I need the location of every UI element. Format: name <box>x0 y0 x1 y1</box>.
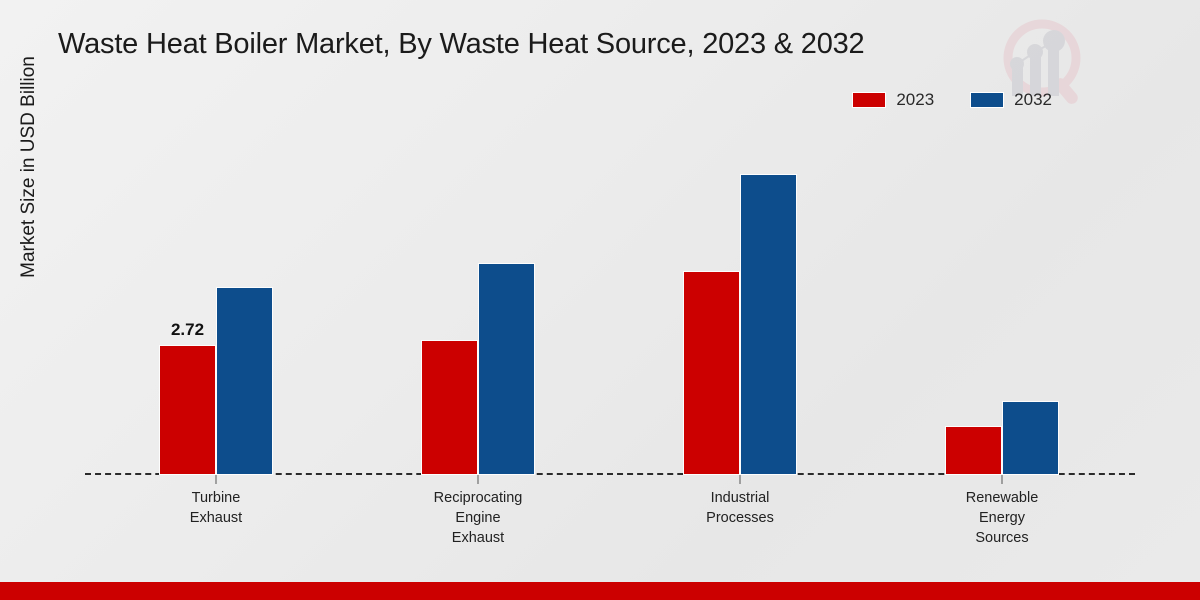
bar-2023-3[interactable] <box>945 426 1002 475</box>
bar-2032-0[interactable] <box>216 286 273 475</box>
bar-2032-3[interactable] <box>1002 401 1059 475</box>
chart-legend: 2023 2032 <box>852 90 1052 110</box>
bar-2023-1[interactable] <box>421 339 478 475</box>
bar-group-1: Reciprocating Engine Exhaust <box>347 130 609 546</box>
x-tick-2 <box>739 475 741 484</box>
bar-group-2: Industrial Processes <box>609 130 871 526</box>
bar-group-0: 2.72 Turbine Exhaust <box>85 130 347 526</box>
y-axis-title: Market Size in USD Billion <box>18 56 39 278</box>
bar-2032-1[interactable] <box>478 262 535 475</box>
x-axis-label-2: Industrial Processes <box>706 490 774 526</box>
footer-accent-bar <box>0 582 1200 600</box>
legend-swatch-2023 <box>852 92 887 108</box>
x-axis-label-3: Renewable Energy Sources <box>965 490 1039 546</box>
bar-2032-2[interactable] <box>740 173 797 475</box>
chart-title: Waste Heat Boiler Market, By Waste Heat … <box>58 28 865 60</box>
legend-item-2032[interactable]: 2032 <box>970 90 1052 110</box>
x-axis-baseline <box>85 473 1135 475</box>
legend-label-2023: 2023 <box>896 90 935 109</box>
legend-label-2032: 2032 <box>1014 90 1052 109</box>
plot-area: 2.72 Turbine Exhaust Reciprocating Engine E… <box>85 130 1135 546</box>
legend-item-2023[interactable]: 2023 <box>852 90 934 110</box>
bar-value-2023-0: 2.72 <box>170 319 205 339</box>
legend-swatch-2032 <box>970 92 1005 108</box>
x-tick-3 <box>1001 475 1003 484</box>
bar-group-3: Renewable Energy Sources <box>871 130 1133 546</box>
x-tick-0 <box>215 475 217 484</box>
x-axis-label-1: Reciprocating Engine Exhaust <box>433 490 523 546</box>
x-axis-label-0: Turbine Exhaust <box>189 490 243 526</box>
x-tick-1 <box>477 475 479 484</box>
bar-2023-2[interactable] <box>683 270 740 475</box>
bar-2023-0[interactable]: 2.72 <box>159 320 216 475</box>
